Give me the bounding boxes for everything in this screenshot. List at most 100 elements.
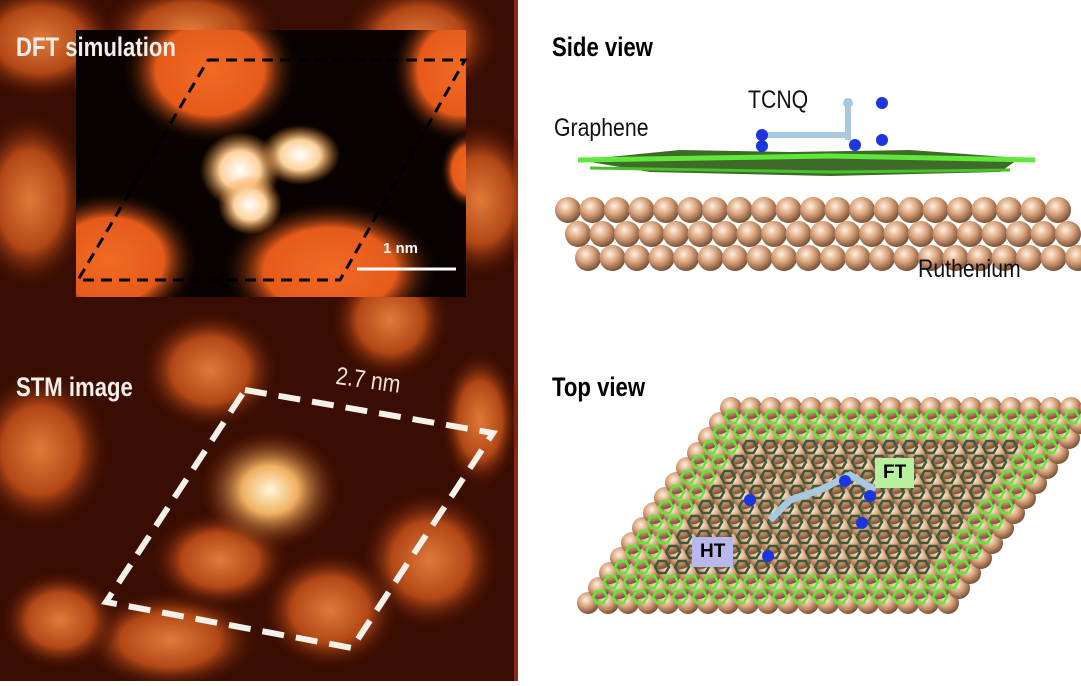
graphene-ring — [837, 499, 855, 515]
ruthenium-atom — [736, 221, 763, 247]
graphene-ring — [802, 574, 820, 590]
graphene-ring — [983, 409, 1001, 425]
graphene-ring — [823, 409, 841, 425]
graphene-ring — [904, 544, 922, 560]
graphene-ring — [944, 544, 962, 560]
graphene-ring — [955, 529, 973, 545]
graphene-ring — [923, 409, 941, 425]
ruthenium-atom — [589, 221, 616, 247]
graphene-ring — [810, 454, 828, 470]
ruthenium-atom — [981, 221, 1008, 247]
ruthenium-atom — [663, 221, 689, 247]
ruthenium-atom — [1040, 245, 1067, 271]
graphene-ring — [804, 544, 822, 560]
stm-protrusion — [0, 110, 90, 290]
graphene-ring — [735, 529, 753, 545]
ft-site-tag: FT — [875, 458, 915, 488]
ruthenium-atom — [1020, 197, 1047, 223]
graphene-ring — [752, 424, 770, 440]
graphene-ring — [948, 484, 966, 500]
model-panel: Side view TCNQ Graphene Ru — [530, 0, 1081, 681]
dft-inset — [75, 30, 468, 297]
graphene-ring — [842, 574, 860, 590]
tcnq-molecule-top — [744, 471, 877, 562]
tcnq-molecule-side — [756, 97, 888, 152]
graphene-ring — [721, 439, 739, 455]
graphene-ring — [852, 424, 870, 440]
ruthenium-atom — [967, 245, 993, 271]
graphene-ring — [697, 499, 715, 515]
graphene-ring — [819, 469, 837, 485]
graphene-ring — [675, 529, 693, 545]
ruthenium-atom — [673, 245, 699, 271]
graphene-ring — [988, 484, 1006, 500]
ruthenium-atom — [628, 197, 655, 223]
stm-image — [0, 0, 540, 686]
graphene-ring — [1041, 439, 1059, 455]
ruthenium-atom — [947, 197, 973, 223]
graphene-ring — [871, 589, 889, 605]
dft-unit-cell — [75, 58, 468, 282]
graphene-ring — [726, 514, 744, 530]
graphene-ring — [941, 439, 959, 455]
graphene-ring — [939, 469, 957, 485]
graphene-ring — [750, 454, 768, 470]
graphene-ring — [822, 574, 840, 590]
graphene-ring — [972, 424, 990, 440]
scale-bar-label: 1 nm — [383, 240, 419, 257]
graphene-ring — [771, 589, 789, 605]
graphene-ring — [688, 484, 706, 500]
graphene-ring — [901, 439, 919, 455]
graphene-ring — [784, 544, 802, 560]
graphene-ring — [1010, 454, 1028, 470]
graphene-ring — [863, 409, 881, 425]
graphene-ring — [666, 514, 684, 530]
graphene-ring — [786, 514, 804, 530]
graphene-ring — [853, 559, 871, 575]
graphene-ring — [803, 409, 821, 425]
graphene-ring — [861, 439, 879, 455]
graphene-ring — [739, 469, 757, 485]
graphene-ring — [1019, 469, 1037, 485]
graphene-ring — [795, 529, 813, 545]
ruthenium-atom — [604, 197, 630, 223]
ruthenium-atom — [859, 221, 885, 247]
ruthenium-atom — [575, 245, 601, 271]
graphene-ring — [761, 439, 779, 455]
graphene-ring — [793, 559, 811, 575]
graphene-ring — [711, 589, 729, 605]
ruthenium-atom — [820, 245, 846, 271]
graphene-ring — [943, 409, 961, 425]
graphene-ring — [733, 559, 751, 575]
graphene-ring — [977, 499, 995, 515]
graphene-ring — [706, 514, 724, 530]
graphene-ring — [677, 499, 695, 515]
graphene-ring — [631, 589, 649, 605]
graphene-ring — [719, 469, 737, 485]
ruthenium-atom — [908, 221, 934, 247]
graphene-ring — [723, 409, 741, 425]
graphene-ring — [753, 559, 771, 575]
graphene-ring — [963, 409, 981, 425]
graphene-ring — [759, 469, 777, 485]
top-view-heading: Top view — [552, 372, 646, 402]
graphene-ring — [903, 409, 921, 425]
graphene-ring — [664, 544, 682, 560]
ruthenium-atom — [898, 197, 924, 223]
graphene-ring — [1043, 409, 1061, 425]
ruthenium-layers-side — [555, 197, 1081, 271]
graphene-ring — [591, 589, 609, 605]
graphene-ring — [763, 409, 781, 425]
graphene-ring — [690, 454, 708, 470]
graphene-ring — [857, 499, 875, 515]
graphene-ring — [679, 469, 697, 485]
graphene-ring — [783, 409, 801, 425]
ruthenium-atom — [653, 197, 679, 223]
graphene-ring — [728, 484, 746, 500]
graphene-ring — [881, 439, 899, 455]
graphene-ring — [922, 574, 940, 590]
ruthenium-atom — [873, 197, 900, 223]
graphene-ring — [662, 574, 680, 590]
ruthenium-atom — [702, 197, 728, 223]
graphene-ring — [801, 439, 819, 455]
